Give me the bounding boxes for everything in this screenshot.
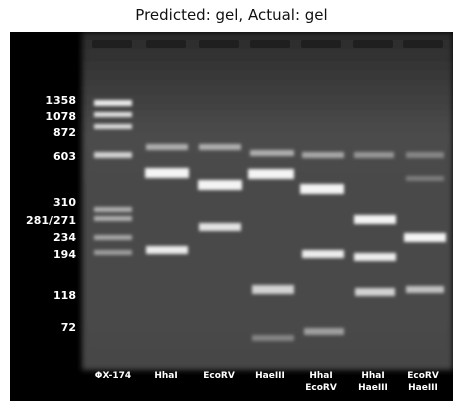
band [94, 250, 132, 255]
size-marker: 1358 [45, 94, 76, 107]
size-marker: 310 [53, 196, 76, 209]
band [199, 144, 241, 150]
band [248, 169, 294, 179]
band [146, 144, 188, 150]
figure-title: Predicted: gel, Actual: gel [135, 6, 328, 24]
band [252, 335, 294, 341]
band [354, 152, 394, 158]
band [94, 124, 132, 129]
band [250, 150, 294, 156]
size-marker: 118 [53, 289, 76, 302]
size-marker: 603 [53, 150, 76, 163]
lane-label: EcoRV [203, 371, 235, 381]
size-marker: 194 [53, 248, 76, 261]
band [300, 184, 344, 194]
lane-label: EcoRV HaeIII [407, 371, 439, 393]
band [252, 285, 294, 294]
gel-image: 1358 1078 872 603 310 281/271 234 194 11… [10, 32, 453, 401]
gel-graphic [82, 32, 453, 370]
band [354, 253, 396, 261]
size-marker: 234 [53, 231, 76, 244]
band [406, 176, 444, 181]
gel-body [82, 32, 453, 370]
band [94, 207, 132, 212]
band [94, 100, 132, 106]
lane-label: HaeIII [255, 371, 285, 381]
wells [92, 40, 443, 48]
lane-label: ΦX-174 [94, 371, 132, 381]
size-marker: 872 [53, 126, 76, 139]
band [198, 180, 242, 190]
lane-label: HhaI HaeIII [358, 371, 388, 393]
band [146, 246, 188, 254]
bands [94, 100, 446, 341]
band [302, 152, 344, 158]
lane-label: HhaI EcoRV [305, 371, 337, 393]
lane-label: HhaI [154, 371, 178, 381]
size-marker: 72 [60, 321, 76, 334]
band [404, 233, 446, 242]
band [94, 235, 132, 240]
size-marker: 281/271 [26, 214, 76, 227]
band [94, 216, 132, 221]
band [199, 223, 241, 231]
band [94, 152, 132, 158]
band [406, 286, 444, 293]
band [354, 215, 396, 224]
band [302, 250, 344, 258]
band [406, 152, 444, 158]
band [94, 112, 132, 117]
band [304, 328, 344, 335]
size-marker: 1078 [45, 110, 76, 123]
band [145, 168, 189, 178]
band [355, 288, 395, 296]
